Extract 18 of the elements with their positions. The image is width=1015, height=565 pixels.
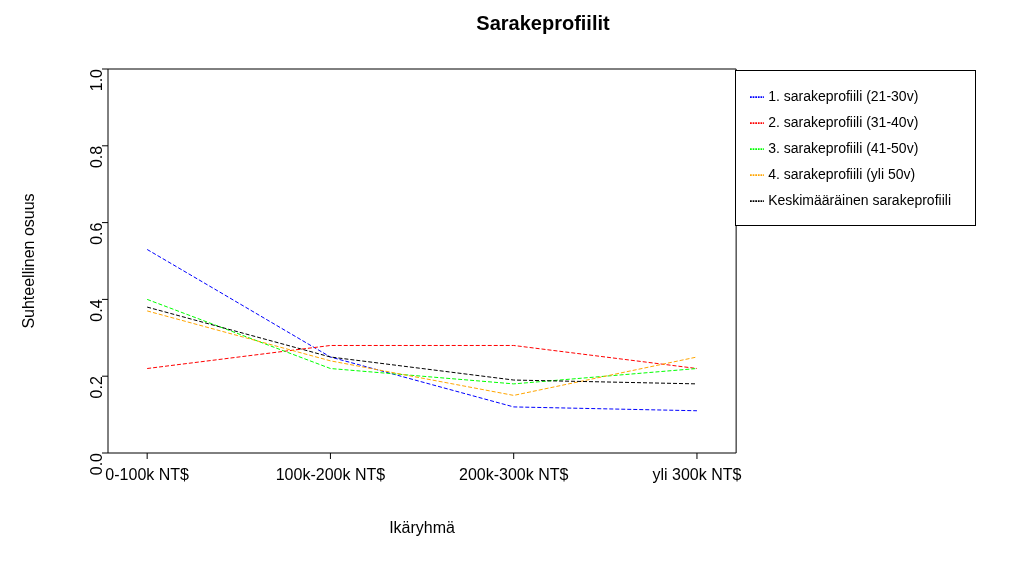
y-tick-label: 0.0 (87, 452, 105, 476)
y-tick-label: 0.4 (87, 299, 105, 322)
x-tick-label: 0-100k NT$ (105, 466, 190, 484)
y-tick-label: 1.0 (87, 68, 105, 92)
legend-label: 3. sarakeprofiili (41-50v) (768, 140, 919, 156)
legend-label: Keskimääräinen sarakeprofiili (768, 192, 951, 208)
x-axis-title: Ikäryhmä (389, 519, 456, 536)
y-tick-label: 0.6 (87, 222, 105, 245)
x-tick-label: 100k-200k NT$ (275, 466, 386, 484)
x-tick-label: yli 300k NT$ (652, 466, 742, 484)
legend-label: 4. sarakeprofiili (yli 50v) (768, 166, 916, 182)
chart-title: Sarakeprofiilit (475, 12, 611, 35)
y-tick-label: 0.8 (87, 145, 105, 169)
x-tick-label: 200k-300k NT$ (459, 466, 569, 484)
legend-label: 2. sarakeprofiili (31-40v) (768, 114, 919, 130)
y-axis-title: Suhteellinen osuus (19, 193, 37, 329)
legend-label: 1. sarakeprofiili (21-30v) (768, 88, 919, 104)
y-tick-label: 0.2 (87, 376, 105, 399)
